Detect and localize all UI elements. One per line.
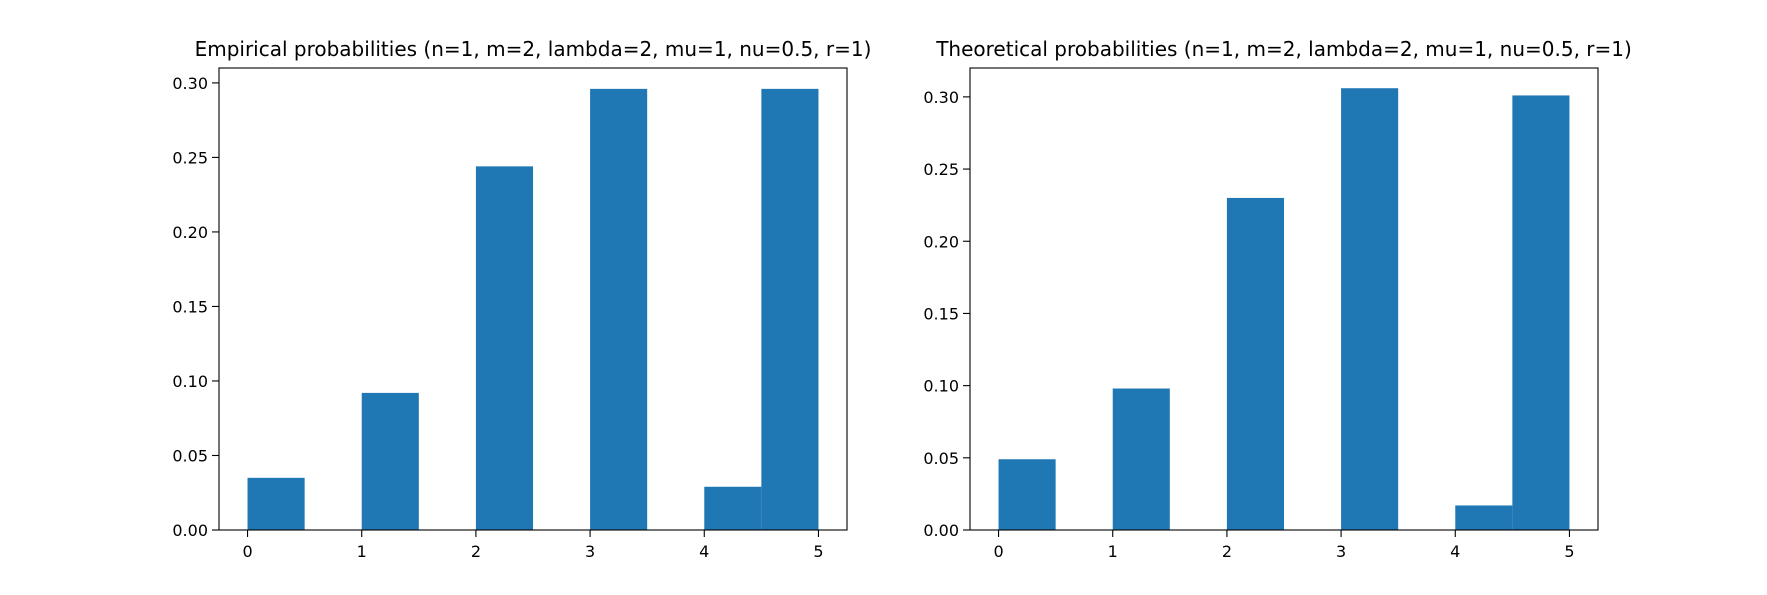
bar-4 xyxy=(1455,505,1513,530)
bar-5 xyxy=(1512,95,1570,531)
chart-title: Empirical probabilities (n=1, m=2, lambd… xyxy=(195,37,872,61)
bar-2 xyxy=(475,166,533,530)
bar-1 xyxy=(361,392,419,530)
y-tick-label: 0.15 xyxy=(172,297,208,316)
bar-0 xyxy=(998,459,1056,530)
theoretical-probabilities-chart: Theoretical probabilities (n=1, m=2, lam… xyxy=(923,37,1631,561)
bar-3 xyxy=(590,88,648,531)
x-tick-label: 3 xyxy=(585,542,595,561)
x-tick-label: 0 xyxy=(242,542,252,561)
x-tick-label: 4 xyxy=(699,542,709,561)
bar-4 xyxy=(704,486,762,530)
x-tick-label: 3 xyxy=(1336,542,1346,561)
y-tick-label: 0.25 xyxy=(172,148,208,167)
x-tick-label: 0 xyxy=(993,542,1003,561)
x-tick-label: 5 xyxy=(1564,542,1574,561)
x-tick-label: 5 xyxy=(813,542,823,561)
y-tick-label: 0.20 xyxy=(923,232,959,251)
y-tick-label: 0.10 xyxy=(923,377,959,396)
y-tick-label: 0.30 xyxy=(172,74,208,93)
bar-3 xyxy=(1341,88,1399,531)
x-tick-label: 1 xyxy=(357,542,367,561)
bar-2 xyxy=(1226,197,1284,530)
bar-5 xyxy=(761,88,819,531)
y-tick-label: 0.05 xyxy=(172,446,208,465)
y-tick-label: 0.00 xyxy=(923,521,959,540)
axes-frame xyxy=(218,67,848,531)
bar-1 xyxy=(1112,388,1170,530)
y-tick-label: 0.10 xyxy=(172,372,208,391)
x-tick-label: 2 xyxy=(471,542,481,561)
y-tick-label: 0.15 xyxy=(923,304,959,323)
axes-frame xyxy=(969,67,1599,531)
y-tick-label: 0.00 xyxy=(172,521,208,540)
x-tick-label: 2 xyxy=(1222,542,1232,561)
empirical-probabilities-chart: Empirical probabilities (n=1, m=2, lambd… xyxy=(172,37,871,561)
chart-title: Theoretical probabilities (n=1, m=2, lam… xyxy=(935,37,1632,61)
x-tick-label: 1 xyxy=(1108,542,1118,561)
y-tick-label: 0.30 xyxy=(923,88,959,107)
y-tick-label: 0.20 xyxy=(172,223,208,242)
y-tick-label: 0.25 xyxy=(923,160,959,179)
y-tick-label: 0.05 xyxy=(923,449,959,468)
bar-0 xyxy=(247,477,305,530)
x-tick-label: 4 xyxy=(1450,542,1460,561)
